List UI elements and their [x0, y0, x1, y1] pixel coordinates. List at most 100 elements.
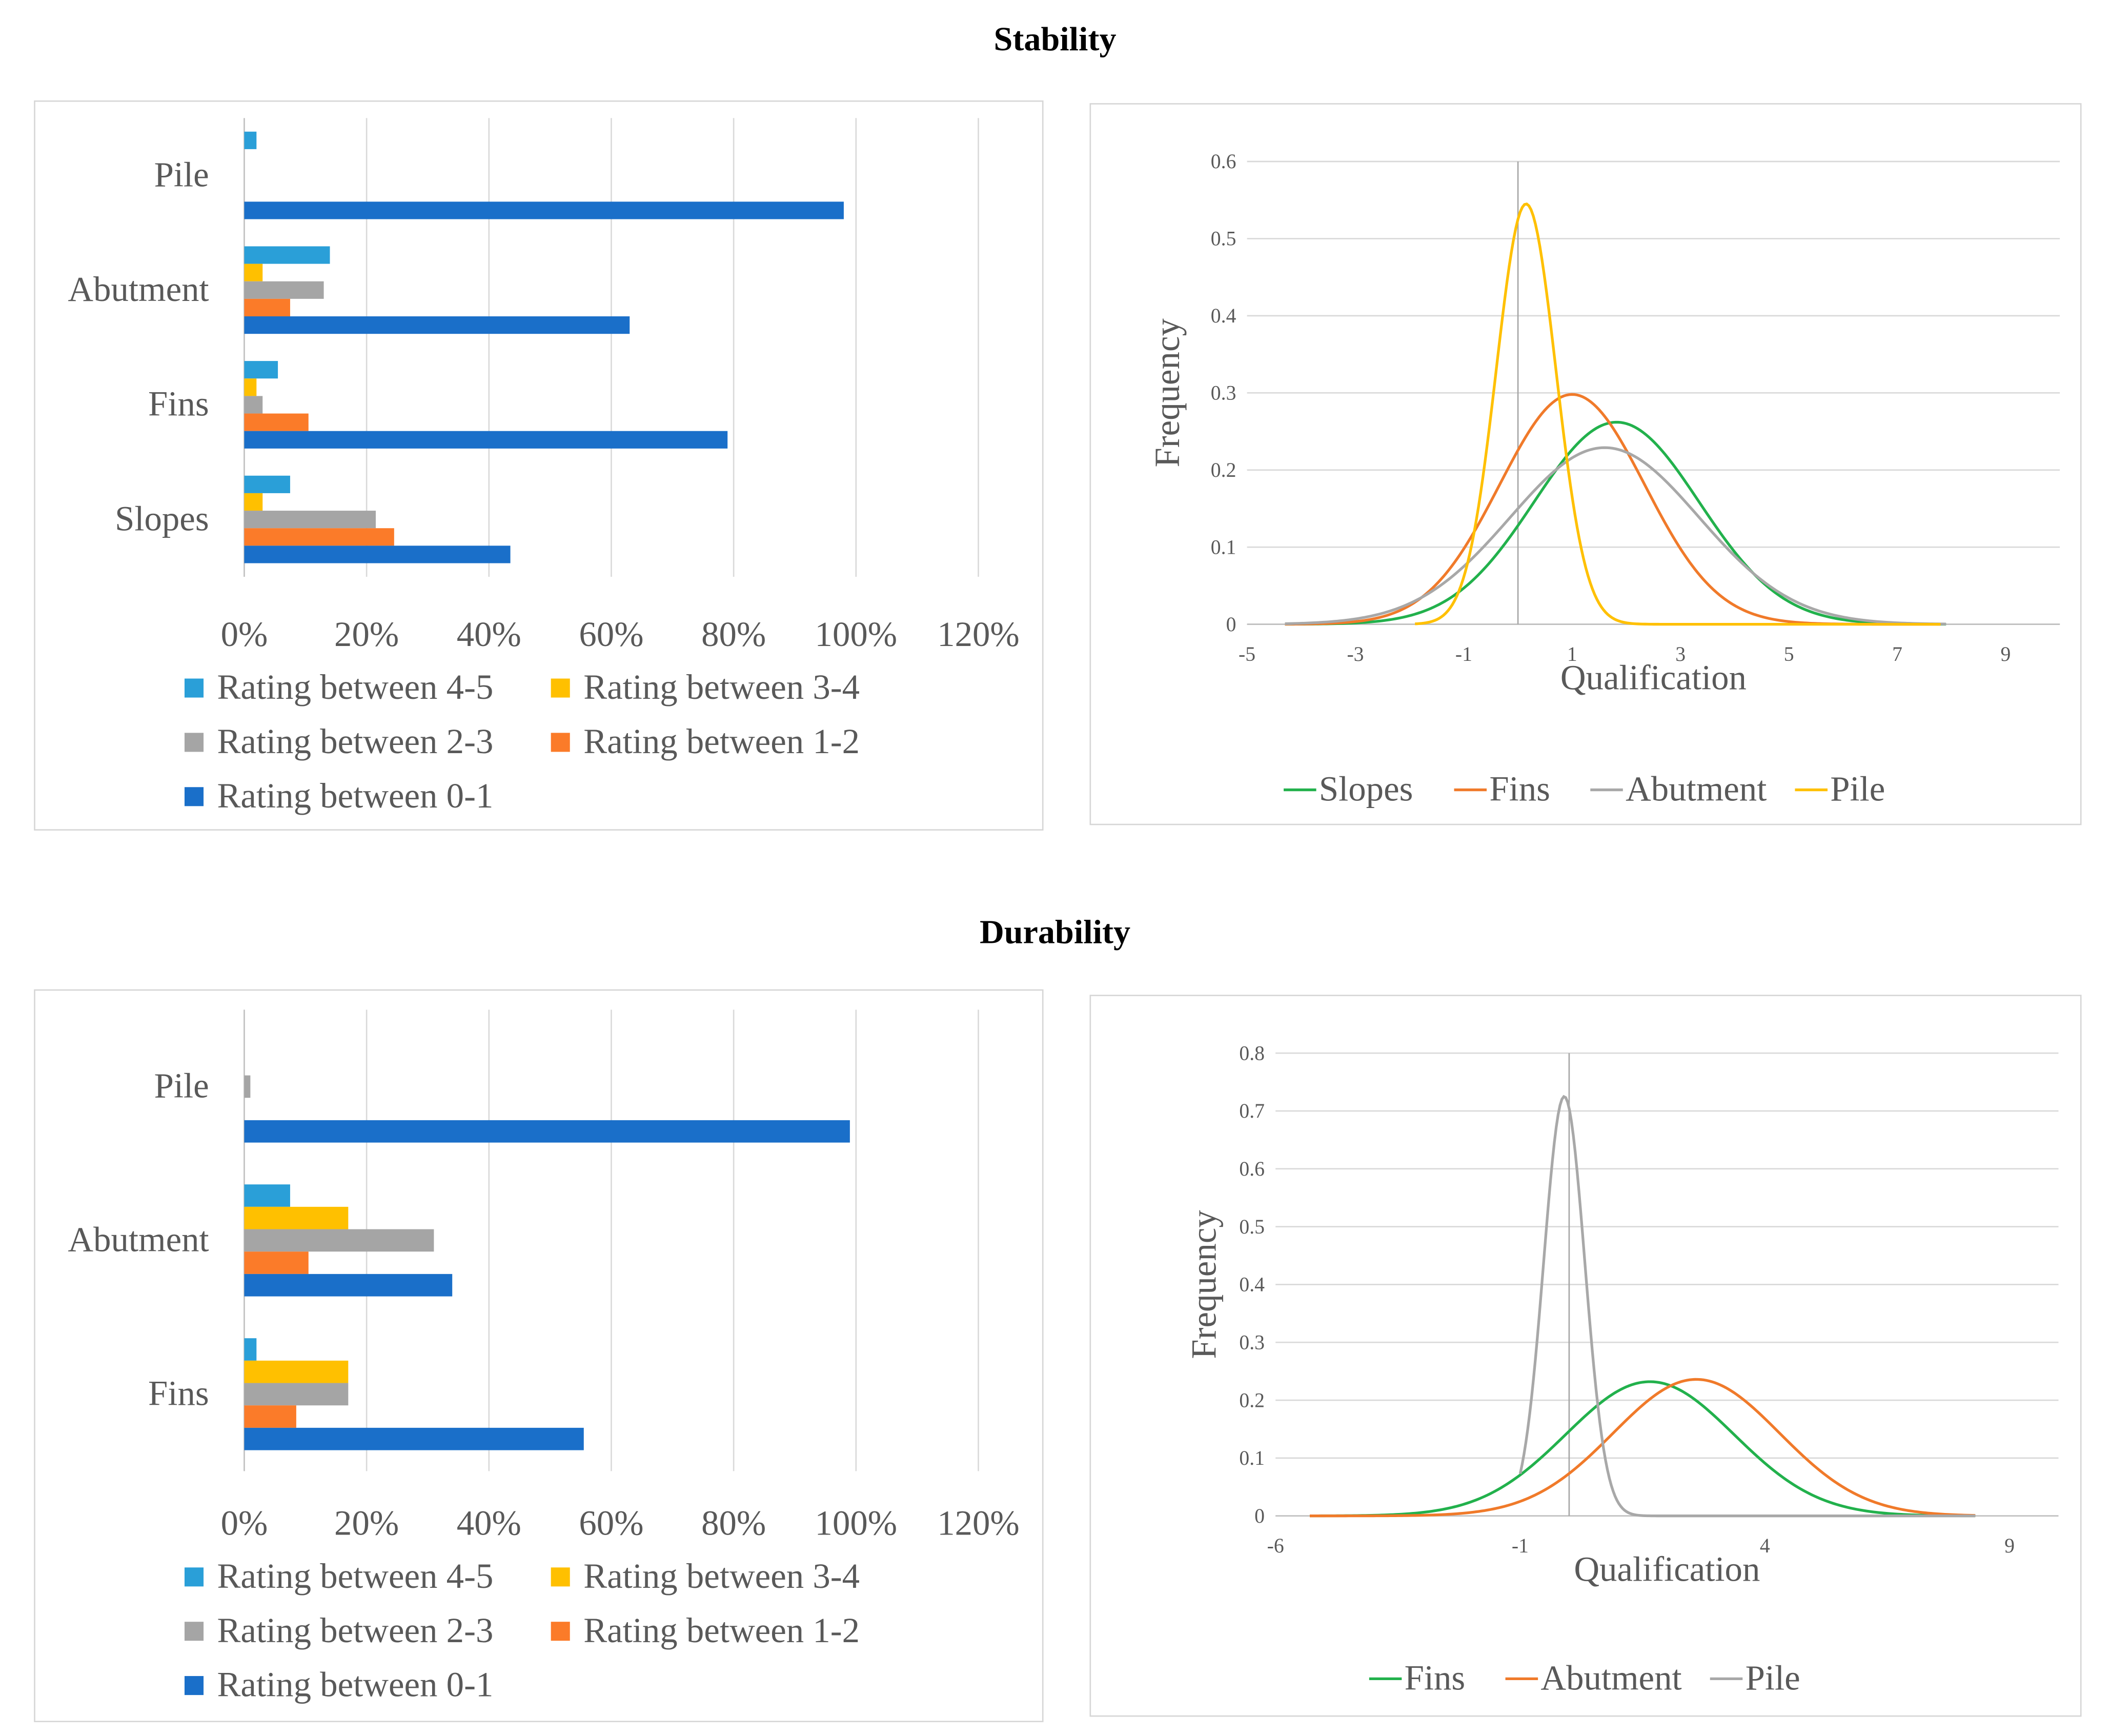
bar-slopes-rating-between-4-5 [244, 475, 290, 493]
x-tick-label: 9 [2004, 1535, 2015, 1557]
x-tick-label: 40% [457, 615, 521, 654]
bar-pile-rating-between-0-1 [244, 201, 844, 219]
x-tick-label: 7 [1892, 643, 1902, 665]
durability-line-chart: 0 0.1 0.2 0.3 0.4 0.5 0.6 0.7 0.8 -6 -1 4 9 Qualifica… [1185, 1042, 2059, 1698]
x-axis-title: Qualification [1574, 1550, 1760, 1589]
category-label-fins: Fins [148, 1374, 209, 1413]
durability-line-chart-panel: 0 0.1 0.2 0.3 0.4 0.5 0.6 0.7 0.8 -6 -1 4 9 Qualifica… [1089, 995, 2082, 1717]
bar-fins-rating-between-2-3 [244, 396, 263, 414]
legend-label-rating-between-2-3: Rating between 2-3 [217, 1611, 494, 1650]
legend-swatch-rating-between-4-5 [184, 678, 204, 698]
x-tick-label: 9 [2001, 643, 2011, 665]
x-tick-label: 20% [334, 615, 399, 654]
stability-bar-chart-panel: 0% 20% 40% 60% 80% 100% 120% Slopes Fins Abutment… [34, 100, 1044, 831]
durability-title: Durability [979, 915, 1131, 952]
stability-line-chart: 0 0.1 0.2 0.3 0.4 0.5 0.6 -5 -3 -1 1 3 5 7 9 Qualificat… [1148, 150, 2060, 809]
stability-bar-chart: 0% 20% 40% 60% 80% 100% 120% Slopes Fins Abutment… [68, 118, 1020, 815]
y-tick-label: 0.4 [1211, 305, 1236, 327]
bar-pile-rating-between-2-3 [244, 1075, 251, 1098]
bar-fins-rating-between-0-1 [244, 1427, 584, 1450]
bar-abutment-rating-between-3-4 [244, 264, 263, 281]
series-line-pile [1415, 203, 1941, 626]
x-tick-label: -1 [1512, 1535, 1529, 1557]
series-line-abutment [1285, 446, 1946, 625]
bar-fins-rating-between-0-1 [244, 431, 728, 449]
x-tick-label: -5 [1239, 643, 1255, 665]
bar-abutment-rating-between-3-4 [244, 1206, 349, 1229]
legend-label-pile: Pile [1746, 1659, 1800, 1698]
legend-label-fins: Fins [1489, 770, 1550, 809]
x-tick-label: 120% [937, 615, 1020, 654]
bar-slopes-rating-between-1-2 [244, 528, 394, 546]
legend-swatch-rating-between-3-4 [551, 678, 570, 698]
y-tick-label: 0.6 [1239, 1158, 1265, 1180]
bar-fins-rating-between-4-5 [244, 361, 278, 379]
y-tick-label: 0.3 [1239, 1331, 1265, 1354]
bar-fins-rating-between-3-4 [244, 1360, 349, 1383]
y-axis-title: Frequency [1185, 1210, 1224, 1359]
legend-swatch-rating-between-2-3 [184, 733, 204, 752]
bar-abutment-rating-between-1-2 [244, 1251, 309, 1274]
legend-label-pile: Pile [1830, 770, 1885, 809]
legend-swatch-rating-between-0-1 [184, 787, 204, 806]
durability-bar-chart-panel: 0% 20% 40% 60% 80% 100% 120% Fins Abutment Pile Ra… [34, 989, 1044, 1723]
x-tick-label: 80% [701, 1504, 766, 1543]
x-tick-label: 60% [579, 1504, 643, 1543]
x-tick-label: 20% [334, 1504, 399, 1543]
bar-abutment-rating-between-4-5 [244, 1184, 290, 1207]
x-tick-label: -3 [1347, 643, 1364, 665]
x-tick-label: 1 [1567, 643, 1577, 665]
x-tick-label: 0% [221, 615, 268, 654]
bar-abutment-rating-between-2-3 [244, 1229, 434, 1252]
x-tick-label: 60% [579, 615, 643, 654]
series-line-pile [1518, 1095, 1976, 1518]
y-tick-label: 0.1 [1211, 536, 1236, 558]
legend-label-rating-between-4-5: Rating between 4-5 [217, 668, 494, 706]
series-line-fins [1285, 393, 1941, 626]
bar-slopes-rating-between-3-4 [244, 493, 263, 511]
category-label-pile: Pile [154, 155, 209, 194]
x-tick-label: 100% [815, 1504, 898, 1543]
series-line-abutment [1309, 1378, 1976, 1518]
legend-label-rating-between-2-3: Rating between 2-3 [217, 722, 494, 761]
legend-label-rating-between-1-2: Rating between 1-2 [583, 722, 860, 761]
legend-label-slopes: Slopes [1319, 770, 1413, 809]
x-tick-label: 5 [1784, 643, 1794, 665]
category-label-slopes: Slopes [115, 499, 209, 538]
y-tick-label: 0.4 [1239, 1274, 1265, 1296]
x-tick-label: 120% [937, 1504, 1020, 1543]
bar-abutment-rating-between-0-1 [244, 1274, 453, 1297]
bar-abutment-rating-between-4-5 [244, 246, 330, 264]
x-tick-label: 80% [701, 615, 766, 654]
x-tick-label: 40% [457, 1504, 521, 1543]
legend-label-rating-between-0-1: Rating between 0-1 [217, 1665, 494, 1704]
y-tick-label: 0.5 [1211, 228, 1236, 250]
stability-title: Stability [993, 22, 1117, 58]
durability-bar-chart: 0% 20% 40% 60% 80% 100% 120% Fins Abutment Pile Ra… [68, 1010, 1020, 1704]
bar-fins-rating-between-1-2 [244, 413, 309, 431]
y-tick-label: 0.6 [1211, 150, 1236, 173]
legend-swatch-rating-between-2-3 [184, 1622, 204, 1641]
legend-label-abutment: Abutment [1540, 1659, 1681, 1698]
category-label-abutment: Abutment [68, 1220, 209, 1259]
legend-swatch-rating-between-1-2 [551, 733, 570, 752]
bar-abutment-rating-between-0-1 [244, 316, 630, 334]
y-tick-label: 0.8 [1239, 1042, 1265, 1064]
y-tick-label: 0.7 [1239, 1100, 1265, 1122]
legend-label-rating-between-1-2: Rating between 1-2 [583, 1611, 860, 1650]
category-label-pile: Pile [154, 1066, 209, 1105]
bar-pile-rating-between-4-5 [244, 131, 257, 149]
bar-pile-rating-between-0-1 [244, 1120, 850, 1143]
legend-label-rating-between-3-4: Rating between 3-4 [583, 1557, 860, 1596]
y-tick-label: 0.5 [1239, 1216, 1265, 1238]
x-axis-title: Qualification [1560, 658, 1747, 697]
x-tick-label: 0% [221, 1504, 268, 1543]
bar-fins-rating-between-2-3 [244, 1383, 349, 1406]
legend-swatch-rating-between-0-1 [184, 1676, 204, 1695]
y-tick-label: 0.1 [1239, 1447, 1265, 1469]
legend-label-rating-between-3-4: Rating between 3-4 [583, 668, 860, 706]
x-tick-label: 100% [815, 615, 898, 654]
x-tick-label: 3 [1675, 643, 1686, 665]
y-tick-label: 0.3 [1211, 382, 1236, 405]
